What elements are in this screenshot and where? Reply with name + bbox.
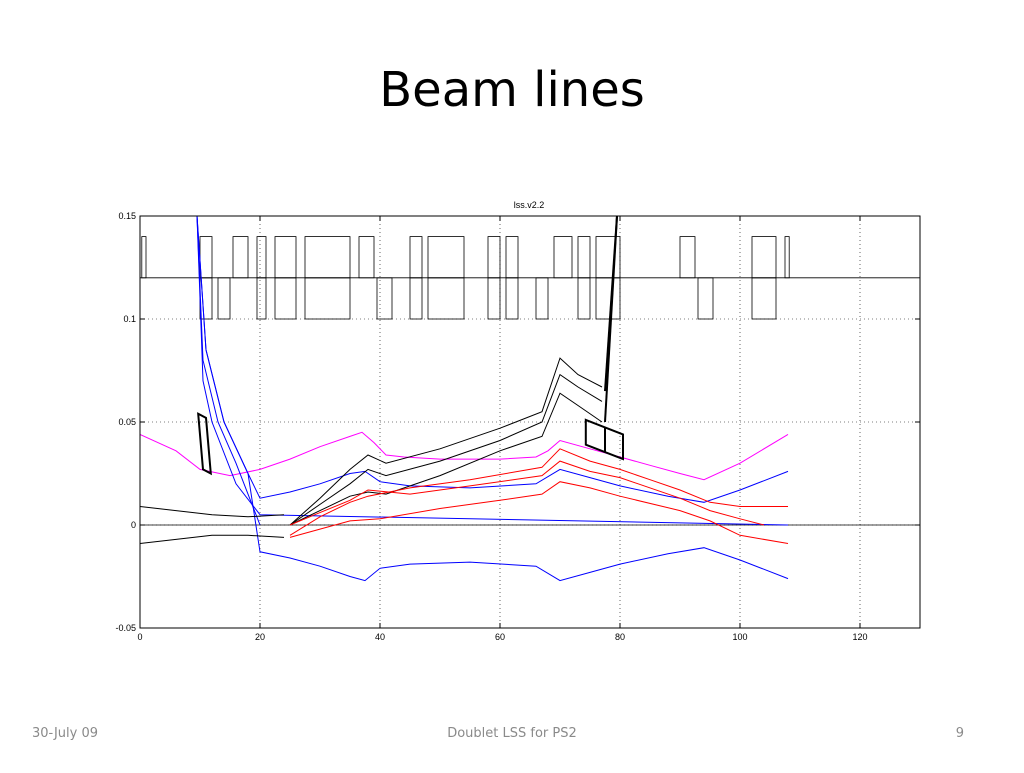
y-tick-label: 0.15 <box>118 211 136 221</box>
series-line <box>140 534 285 544</box>
lattice-element <box>141 236 147 279</box>
lattice-element <box>595 277 621 320</box>
footer-date: 30-July 09 <box>32 726 99 741</box>
lattice-element <box>256 236 267 279</box>
series-line <box>140 506 285 518</box>
lattice-element <box>358 236 375 279</box>
lattice-element <box>427 236 465 279</box>
lattice-element <box>751 236 777 279</box>
y-tick-label: 0.05 <box>118 417 136 427</box>
lattice-element <box>553 236 573 279</box>
lattice-element <box>577 236 591 279</box>
series-line <box>289 481 789 544</box>
x-tick-label: 80 <box>615 632 625 642</box>
lattice-element <box>376 277 393 320</box>
series-line <box>140 431 789 481</box>
lattice-element <box>535 277 549 320</box>
series-line <box>289 357 603 526</box>
series-line <box>289 460 765 526</box>
beam-direction-line <box>604 216 618 392</box>
x-tick-label: 120 <box>852 632 867 642</box>
footer-page-number: 9 <box>955 726 964 741</box>
lattice-element <box>256 277 267 320</box>
lattice-element <box>427 277 465 320</box>
element-outline <box>584 418 624 461</box>
element-outline <box>197 412 212 476</box>
x-tick-label: 60 <box>495 632 505 642</box>
series-line <box>196 216 789 526</box>
x-tick-label: 0 <box>137 632 142 642</box>
lattice-element <box>274 277 297 320</box>
x-tick-label: 20 <box>255 632 265 642</box>
lattice-element <box>487 236 501 279</box>
x-tick-label: 40 <box>375 632 385 642</box>
lattice-element <box>505 277 519 320</box>
lattice-element <box>577 277 591 320</box>
lattice-element <box>304 236 351 279</box>
footer-presentation-name: Doublet LSS for PS2 <box>447 726 577 741</box>
lattice-element <box>784 236 790 279</box>
lattice-element <box>199 236 213 279</box>
series-line <box>289 373 603 526</box>
lattice-element <box>505 236 519 279</box>
slide-title: Beam lines <box>379 62 645 118</box>
lattice-element <box>409 236 423 279</box>
lattice-element <box>232 236 249 279</box>
lattice-element <box>751 277 777 320</box>
y-tick-label: 0.1 <box>123 314 136 324</box>
series-line <box>196 216 789 582</box>
lattice-element <box>217 277 231 320</box>
lattice-element <box>697 277 714 320</box>
series-line <box>289 448 788 536</box>
chart-title: lss.v2.2 <box>514 200 545 210</box>
x-tick-label: 100 <box>732 632 747 642</box>
series-line <box>196 216 789 503</box>
lattice-element <box>679 236 696 279</box>
y-tick-label: -0.05 <box>115 623 136 633</box>
series-line <box>289 392 603 526</box>
y-tick-label: 0 <box>131 520 136 530</box>
lattice-element <box>409 277 423 320</box>
lattice-element <box>304 277 351 320</box>
lattice-element <box>487 277 501 320</box>
lattice-element <box>274 236 297 279</box>
